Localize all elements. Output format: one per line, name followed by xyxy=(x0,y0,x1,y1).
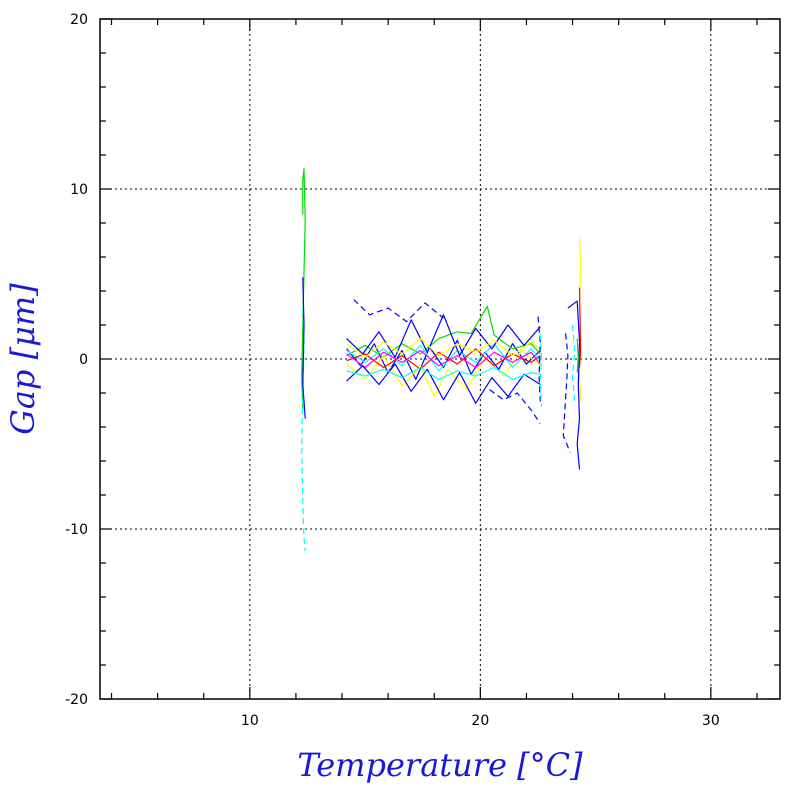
series-line-13 xyxy=(353,299,444,323)
series-line-10 xyxy=(346,363,541,404)
series-line-20 xyxy=(571,324,576,404)
series-line-5 xyxy=(346,349,541,397)
series-line-22 xyxy=(578,287,582,368)
series-line-21 xyxy=(576,338,579,373)
y-tick-label: 0 xyxy=(79,352,88,368)
x-tick-label: 10 xyxy=(241,713,259,729)
tick-marks xyxy=(100,18,780,700)
series-line-14 xyxy=(489,389,541,424)
y-tick-label: 20 xyxy=(70,12,88,28)
series-line-0 xyxy=(301,168,306,411)
tick-labels: 10 20 30 20 10 0 -10 -20 xyxy=(65,12,720,729)
x-tick-label: 30 xyxy=(702,713,720,729)
series-line-4 xyxy=(346,305,541,358)
y-axis-title: Gap [μm] xyxy=(4,283,42,435)
series-line-12 xyxy=(346,366,541,380)
series-line-2 xyxy=(302,277,306,419)
x-axis-title: Temperature [°C] xyxy=(297,746,583,784)
series-line-16 xyxy=(539,333,542,407)
x-tick-label: 20 xyxy=(471,713,489,729)
data-series-layer xyxy=(301,168,582,552)
series-line-11 xyxy=(346,338,541,358)
series-line-18 xyxy=(567,300,581,470)
series-line-8 xyxy=(346,349,541,369)
series-line-15 xyxy=(537,316,541,402)
y-tick-label: -20 xyxy=(65,692,88,708)
series-line-19 xyxy=(562,333,571,453)
series-line-9 xyxy=(346,314,541,358)
y-tick-label: 10 xyxy=(70,182,88,198)
series-line-7 xyxy=(346,348,541,370)
y-tick-label: -10 xyxy=(65,522,88,538)
